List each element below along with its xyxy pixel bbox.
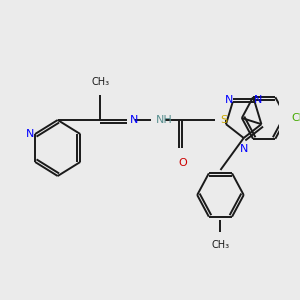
Text: N: N (225, 95, 233, 105)
Text: N: N (130, 115, 139, 125)
Text: Cl: Cl (291, 113, 300, 123)
Text: N: N (254, 95, 262, 105)
Text: N: N (26, 129, 35, 139)
Text: CH₃: CH₃ (92, 77, 110, 87)
Text: NH: NH (156, 115, 173, 125)
Text: S: S (220, 115, 228, 125)
Text: O: O (178, 158, 187, 168)
Text: CH₃: CH₃ (212, 240, 230, 250)
Text: N: N (239, 144, 248, 154)
